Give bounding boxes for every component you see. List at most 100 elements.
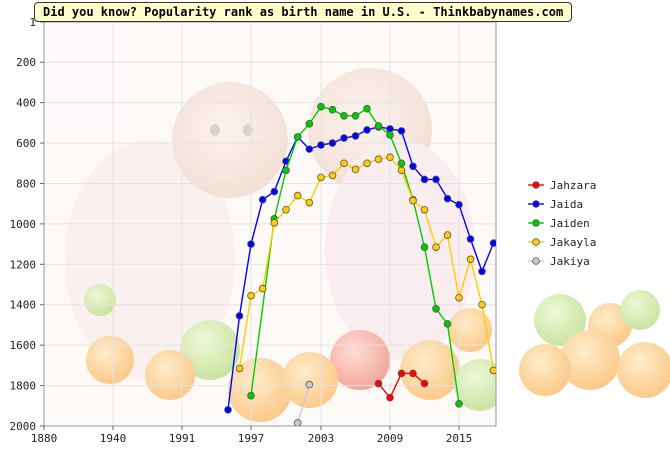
legend-label: Jaiden <box>550 217 590 230</box>
data-point-jaida <box>363 126 371 134</box>
y-tick-label: 1200 <box>10 258 37 271</box>
data-point-jakayla <box>235 364 244 373</box>
data-point-jaiden <box>420 243 429 251</box>
data-point-jaida <box>420 175 429 184</box>
data-point-jaida <box>305 145 314 153</box>
legend-item-jakayla: Jakayla <box>528 236 596 249</box>
data-point-jaiden <box>317 102 325 111</box>
data-point-jaiden <box>397 159 406 168</box>
series-layer <box>224 102 496 426</box>
legend-item-jaida: Jaida <box>528 198 583 211</box>
legend-swatch-marker <box>532 219 540 227</box>
data-point-jakayla <box>328 171 337 180</box>
data-point-jakayla <box>386 153 394 162</box>
legend-label: Jahzara <box>550 179 596 192</box>
x-tick-label: 1997 <box>238 432 265 445</box>
data-point-jaida <box>328 139 337 147</box>
data-point-jakayla <box>363 159 371 168</box>
y-tick-label: 1800 <box>10 380 37 393</box>
data-point-jaida <box>247 240 255 248</box>
x-axis: 1880 1940 1991 1997 2003 2009 2015 <box>31 426 473 445</box>
data-point-jakiya <box>293 419 302 426</box>
data-point-jakayla <box>351 165 360 174</box>
data-point-jahzara <box>386 393 394 402</box>
data-point-jaiden <box>374 122 383 130</box>
series-jahzara <box>374 369 429 402</box>
data-point-jaida <box>409 162 417 171</box>
data-point-jaida <box>397 127 406 135</box>
data-point-jahzara <box>374 379 383 388</box>
series-jakiya <box>293 380 314 426</box>
data-point-jakayla <box>247 291 255 300</box>
series-jaida <box>224 123 496 414</box>
data-point-jakayla <box>293 191 302 200</box>
data-point-jaida <box>478 267 486 276</box>
data-point-jakayla <box>374 155 383 164</box>
data-point-jakayla <box>270 219 279 227</box>
legend-label: Jakiya <box>550 255 590 268</box>
data-point-jakayla <box>397 166 406 175</box>
data-point-jaiden <box>455 399 463 408</box>
data-point-jaiden <box>351 111 360 120</box>
x-tick-label: 1940 <box>100 432 127 445</box>
x-tick-label: 2015 <box>446 432 473 445</box>
data-point-jaiden <box>282 166 290 175</box>
data-point-jaiden <box>386 131 394 139</box>
legend-swatch-marker <box>532 200 540 208</box>
data-point-jakayla <box>455 293 463 302</box>
series-jakayla <box>235 153 496 375</box>
y-tick-label: 200 <box>16 56 36 69</box>
data-point-jaida <box>432 175 440 184</box>
series-line-jakiya <box>296 384 311 424</box>
chart-title: Did you know? Popularity rank as birth n… <box>34 2 573 22</box>
data-point-jaiden <box>328 105 337 114</box>
data-point-jakayla <box>466 255 475 264</box>
legend-swatch-marker <box>532 238 540 246</box>
data-point-jaida <box>224 406 232 414</box>
y-tick-label: 1600 <box>10 339 37 352</box>
y-tick-label: 600 <box>16 137 36 150</box>
data-point-jaida <box>340 134 348 142</box>
data-point-jakayla <box>340 159 348 168</box>
data-point-jaiden <box>293 133 302 141</box>
legend-label: Jakayla <box>550 236 596 249</box>
data-point-jakayla <box>258 284 267 293</box>
data-point-jaida <box>443 194 452 203</box>
data-point-jaida <box>466 235 475 243</box>
data-point-jaiden <box>432 304 440 313</box>
data-point-jakayla <box>305 198 314 207</box>
x-tick-label: 1880 <box>31 432 58 445</box>
x-tick-label: 1991 <box>169 432 196 445</box>
data-point-jaiden <box>363 104 371 113</box>
y-tick-label: 1400 <box>10 299 37 312</box>
data-point-jaida <box>317 141 325 149</box>
data-point-jaida <box>235 312 244 320</box>
data-point-jahzara <box>397 369 406 378</box>
data-point-jaida <box>258 195 267 204</box>
legend-swatch-marker <box>532 181 540 189</box>
y-tick-label: 800 <box>16 177 36 190</box>
y-tick-label: 400 <box>16 97 36 110</box>
data-point-jakayla <box>409 196 417 205</box>
data-point-jakayla <box>432 243 440 251</box>
data-point-jaida <box>270 187 279 196</box>
data-point-jahzara <box>409 369 417 378</box>
data-point-jaida <box>351 132 360 140</box>
data-point-jaiden <box>247 391 255 400</box>
legend-item-jahzara: Jahzara <box>528 179 596 192</box>
legend-item-jakiya: Jakiya <box>528 255 590 268</box>
legend-item-jaiden: Jaiden <box>528 217 590 230</box>
x-tick-label: 2003 <box>308 432 335 445</box>
data-point-jakayla <box>478 300 486 309</box>
data-point-jaiden <box>443 320 452 328</box>
data-point-jakayla <box>282 205 290 214</box>
background-photo-edge <box>519 290 670 398</box>
data-point-jakayla <box>317 173 325 182</box>
y-tick-label: 1000 <box>10 218 37 231</box>
data-point-jahzara <box>420 379 429 388</box>
data-point-jaida <box>489 239 496 247</box>
data-point-jakiya <box>305 380 314 389</box>
